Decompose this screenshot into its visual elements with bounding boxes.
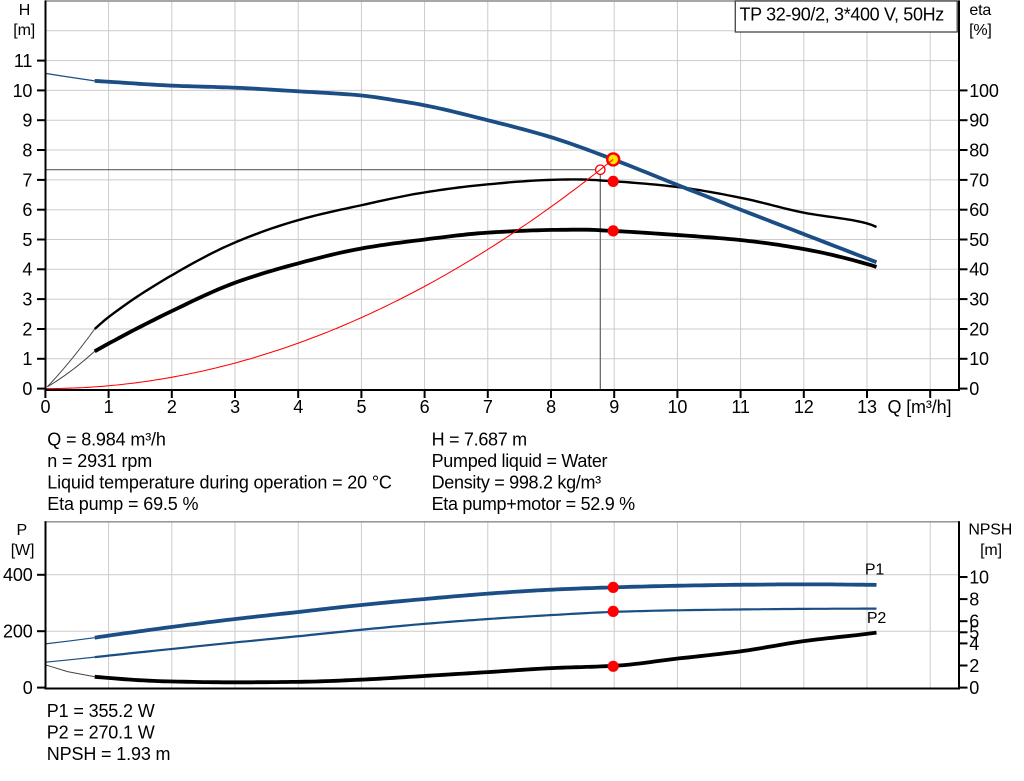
svg-text:4: 4 — [293, 397, 303, 417]
svg-text:0: 0 — [22, 379, 32, 399]
svg-text:8: 8 — [546, 397, 556, 417]
svg-text:7: 7 — [483, 397, 493, 417]
svg-text:11: 11 — [731, 397, 750, 417]
svg-text:NPSH = 1.93 m: NPSH = 1.93 m — [47, 744, 171, 764]
svg-text:8: 8 — [969, 590, 979, 610]
svg-text:TP 32-90/2, 3*400 V, 50Hz: TP 32-90/2, 3*400 V, 50Hz — [740, 4, 945, 24]
svg-text:[%]: [%] — [969, 22, 992, 39]
svg-text:0: 0 — [23, 678, 33, 698]
svg-text:Liquid temperature during oper: Liquid temperature during operation = 20… — [47, 473, 392, 493]
svg-text:9: 9 — [609, 397, 619, 417]
svg-text:Q = 8.984 m³/h: Q = 8.984 m³/h — [47, 429, 165, 449]
svg-text:7: 7 — [22, 170, 32, 190]
svg-text:P: P — [17, 522, 28, 539]
svg-text:10: 10 — [969, 349, 989, 369]
svg-text:[m]: [m] — [980, 542, 1002, 559]
svg-text:13: 13 — [857, 397, 877, 417]
svg-text:0: 0 — [40, 397, 50, 417]
svg-text:10: 10 — [13, 81, 33, 101]
svg-text:30: 30 — [969, 290, 989, 310]
svg-text:H: H — [19, 2, 30, 19]
svg-text:12: 12 — [794, 397, 814, 417]
svg-text:Density = 998.2 kg/m³: Density = 998.2 kg/m³ — [432, 473, 602, 493]
svg-text:0: 0 — [969, 678, 979, 698]
svg-text:100: 100 — [969, 81, 999, 101]
svg-text:4: 4 — [969, 634, 979, 654]
svg-text:2: 2 — [969, 656, 979, 676]
svg-text:4: 4 — [22, 260, 32, 280]
svg-text:10: 10 — [668, 397, 688, 417]
svg-text:6: 6 — [22, 200, 32, 220]
svg-text:200: 200 — [3, 622, 33, 642]
svg-text:400: 400 — [3, 565, 33, 585]
svg-text:60: 60 — [969, 200, 989, 220]
svg-text:3: 3 — [22, 290, 32, 310]
svg-text:3: 3 — [230, 397, 240, 417]
svg-text:0: 0 — [969, 379, 979, 399]
svg-text:10: 10 — [969, 567, 989, 587]
svg-text:5: 5 — [969, 623, 979, 643]
svg-text:eta: eta — [969, 2, 991, 19]
svg-text:6: 6 — [420, 397, 430, 417]
svg-text:80: 80 — [969, 140, 989, 160]
svg-text:8: 8 — [22, 140, 32, 160]
svg-text:70: 70 — [969, 170, 989, 190]
svg-text:1: 1 — [22, 349, 32, 369]
svg-text:P1: P1 — [865, 561, 885, 578]
svg-text:Eta pump = 69.5 %: Eta pump = 69.5 % — [47, 494, 198, 514]
svg-text:P2 = 270.1 W: P2 = 270.1 W — [47, 723, 155, 743]
svg-text:5: 5 — [22, 230, 32, 250]
svg-text:[W]: [W] — [11, 542, 35, 559]
svg-text:Q [m³/h]: Q [m³/h] — [888, 397, 952, 417]
svg-text:11: 11 — [14, 51, 33, 71]
svg-text:P1 = 355.2 W: P1 = 355.2 W — [47, 701, 155, 721]
svg-text:50: 50 — [969, 230, 989, 250]
svg-text:9: 9 — [22, 111, 32, 131]
svg-text:20: 20 — [969, 319, 989, 339]
svg-text:2: 2 — [22, 319, 32, 339]
svg-text:H = 7.687 m: H = 7.687 m — [432, 429, 527, 449]
svg-text:Pumped liquid = Water: Pumped liquid = Water — [432, 451, 608, 471]
svg-text:90: 90 — [969, 111, 989, 131]
svg-text:1: 1 — [104, 397, 114, 417]
svg-text:P2: P2 — [867, 610, 887, 627]
svg-text:n = 2931 rpm: n = 2931 rpm — [47, 451, 152, 471]
svg-text:6: 6 — [969, 612, 979, 632]
svg-text:2: 2 — [167, 397, 177, 417]
svg-text:[m]: [m] — [13, 22, 35, 39]
svg-text:Eta pump+motor = 52.9 %: Eta pump+motor = 52.9 % — [432, 494, 636, 514]
svg-text:NPSH: NPSH — [968, 522, 1012, 539]
svg-text:5: 5 — [356, 397, 366, 417]
svg-text:40: 40 — [969, 260, 989, 280]
